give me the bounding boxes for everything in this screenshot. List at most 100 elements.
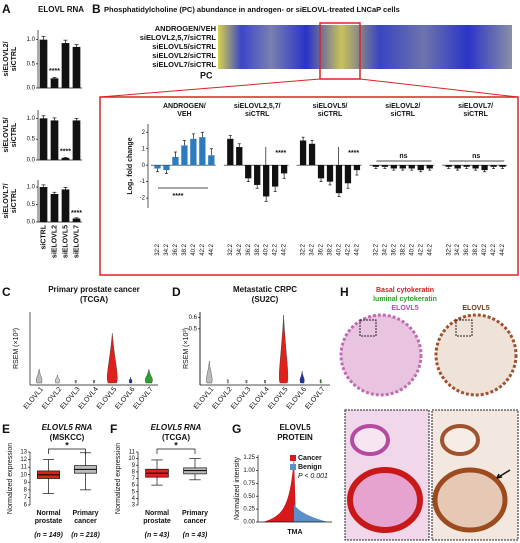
x-tick-label: 32:2 [373,243,379,255]
bar [426,165,433,169]
x-tick-label: 36:2 [173,243,179,255]
zoom-box [455,319,473,337]
bar [499,165,506,167]
bracket [48,448,86,454]
panel-label: C [2,285,11,299]
y-tick-label: 0.5 [27,61,36,67]
violin [107,332,118,384]
chart-title: ELOVL5 RNA [151,423,202,432]
gland [347,467,423,533]
y-tick-label: 8 [24,487,28,493]
annotation: P < 0.001 [298,473,328,480]
x-tick-label: 44:2 [282,243,288,255]
bar [236,147,243,166]
chart-title: ELOVL5 RNA [42,423,93,432]
x-tick-label: 42:2 [200,243,206,255]
bar [408,165,415,169]
bar [344,165,352,184]
row-label: siELOVL2,5,7/siCTRL [140,33,217,42]
count-label: (n = 43) [183,532,208,539]
violin [93,379,95,384]
bar [61,157,70,160]
bar [39,118,48,160]
chart-subtitle: PROTEIN [277,433,313,442]
y-tick-label: 8 [132,469,136,475]
panel-label: A [2,2,11,16]
annotation: **** [71,210,82,217]
y-tick-label: 1.0 [27,116,36,122]
group-label: siCTRL [463,111,488,118]
x-tick-label: 38:2 [473,243,479,255]
bar [353,165,361,171]
row-label: siELOVL7/siCTRL [152,60,216,69]
panel-label: H [340,285,349,299]
legend-swatch [290,455,296,461]
y-tick-label: 0.75 [243,481,255,487]
violin [245,379,248,384]
bar [381,165,388,167]
density [294,504,328,522]
x-tick-label: cancer [74,518,97,525]
inset-box [99,96,519,276]
chart-title: ELOVL RNA [38,5,84,14]
y-tick-label: 13 [20,450,27,456]
bar [50,194,59,222]
y-axis-label: siELOVL7/ [3,183,10,218]
y-axis-label: siCTRL [11,122,18,147]
bar [72,46,81,88]
chart-subtitle: (SU2C) [252,295,279,304]
count-label: (n = 218) [71,532,100,539]
y-tick-label: 4 [132,496,136,502]
x-tick-label: Normal [145,510,169,517]
group-label: siCTRL [391,111,416,118]
chart-title: Primary prostate cancer [48,285,140,294]
y-tick-label: 9 [132,463,136,469]
annotation: ns [472,153,480,160]
y-axis-label: siCTRL [11,188,18,213]
bar [227,138,234,166]
bar [390,165,397,169]
x-tick-label: siELOVL5 [62,225,69,258]
bar [163,165,170,171]
group-label: VEH [177,111,191,118]
y-tick-label: 3 [132,503,136,509]
bar [172,156,179,166]
bar [454,165,461,169]
group-label: siELOVL5/ [312,103,347,110]
y-tick-label: 0.50 [243,494,255,500]
annotation: * [174,440,178,450]
x-tick-label: 40:2 [264,243,270,255]
x-tick-label: siCTRL [40,224,47,249]
arrow [496,469,511,479]
y-tick-label: 10 [20,472,27,478]
y-tick-label: 0.0 [27,158,36,164]
y-tick-label: 5 [132,489,136,495]
count-label: (n = 149) [34,532,63,539]
y-tick-label: 1.25 [243,455,255,461]
x-tick-label: 44:2 [500,243,506,255]
violin [74,379,77,384]
y-tick-label: 0.25 [243,507,255,513]
x-tick-label: 36:2 [391,243,397,255]
violin [226,378,229,384]
violin [36,368,43,384]
x-tick-label: prostate [143,518,171,525]
x-tick-label: 42:2 [346,243,352,255]
bar [245,165,252,179]
bar [39,39,48,88]
y-tick-label: 7 [24,495,28,501]
y-tick-label: -2 [140,196,146,202]
x-tick-label: 36:2 [464,243,470,255]
chart-subtitle: (TCGA) [80,295,108,304]
y-tick-label: 0.00 [243,520,255,526]
panel-label: D [172,285,181,299]
highlight-box [319,22,361,80]
x-tick-label: 38:2 [328,243,334,255]
y-axis-label: siCTRL [11,46,18,71]
bar [299,140,307,166]
y-tick-label: 0.5 [27,202,36,208]
x-tick-label: cancer [184,518,207,525]
x-tick-label: 40:2 [337,243,343,255]
y-tick-label: 0.5 [189,326,198,332]
x-tick-label: 36:2 [246,243,252,255]
